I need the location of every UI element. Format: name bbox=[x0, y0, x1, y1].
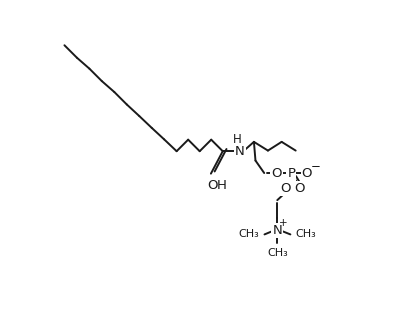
Text: N: N bbox=[235, 145, 244, 158]
Text: N: N bbox=[272, 224, 282, 237]
Text: +: + bbox=[279, 218, 288, 228]
Text: CH₃: CH₃ bbox=[267, 248, 288, 259]
Text: O: O bbox=[294, 182, 305, 195]
Text: −: − bbox=[311, 160, 320, 173]
Text: CH₃: CH₃ bbox=[238, 229, 259, 239]
Text: O: O bbox=[302, 167, 312, 180]
Text: O: O bbox=[271, 167, 282, 180]
Text: O: O bbox=[280, 182, 291, 195]
Text: P: P bbox=[287, 167, 295, 180]
Text: O: O bbox=[207, 179, 218, 192]
Text: H: H bbox=[233, 133, 242, 146]
Text: H: H bbox=[216, 179, 226, 192]
Text: CH₃: CH₃ bbox=[296, 229, 316, 239]
